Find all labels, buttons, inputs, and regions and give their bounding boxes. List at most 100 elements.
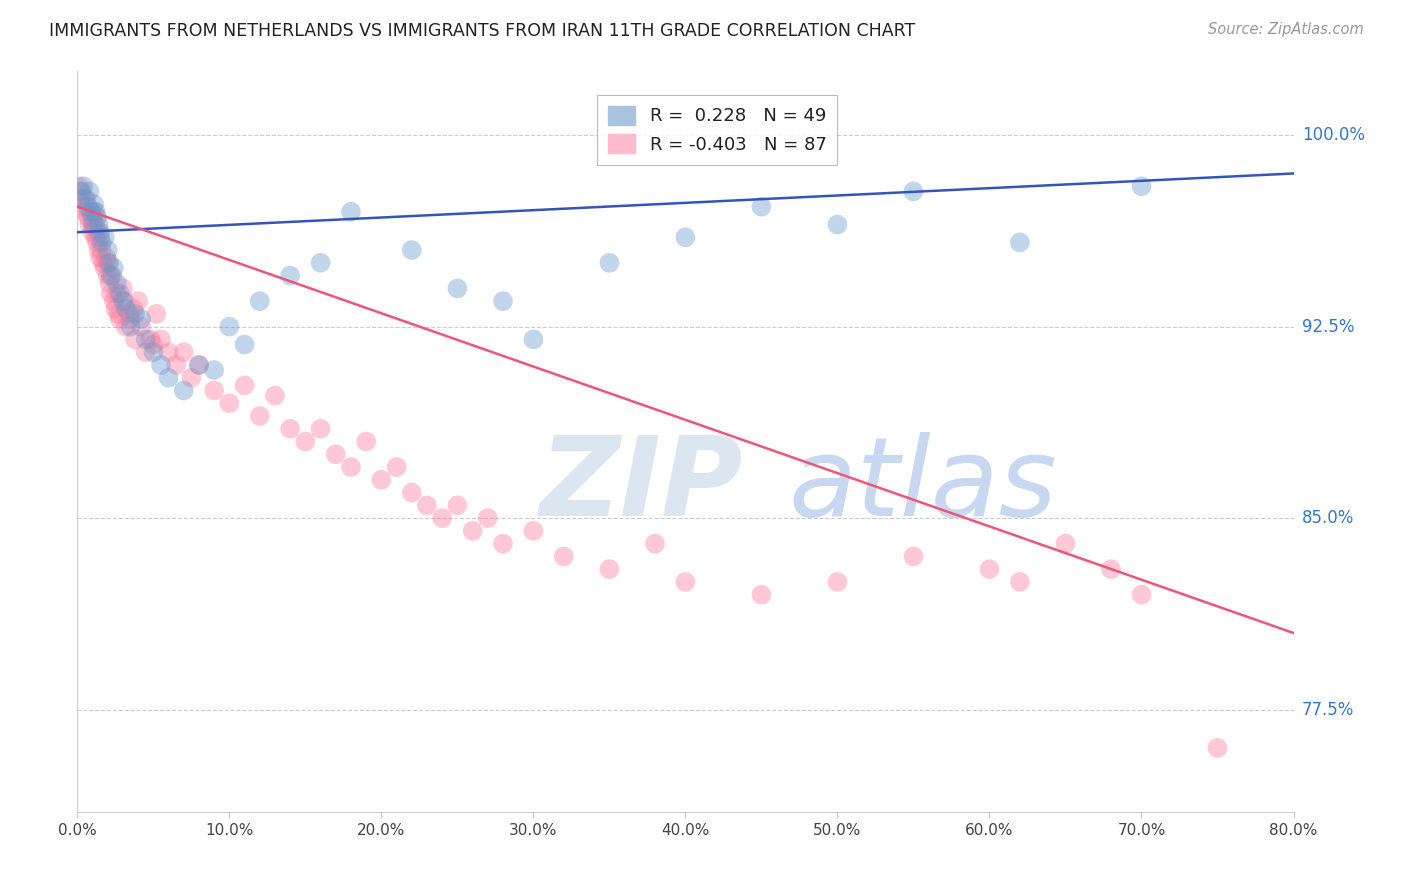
Point — [165, 358, 187, 372]
Point — [72, 200, 94, 214]
Point — [89, 225, 111, 239]
Point — [124, 333, 146, 347]
Text: 85.0%: 85.0% — [1302, 509, 1354, 527]
Point — [100, 268, 122, 283]
Point — [84, 218, 107, 232]
Point — [1054, 536, 1077, 550]
Point — [188, 358, 211, 372]
Point — [477, 511, 499, 525]
Point — [264, 388, 287, 402]
Point — [118, 307, 141, 321]
Point — [111, 281, 134, 295]
Point — [188, 358, 211, 372]
Point — [1008, 574, 1031, 589]
Point — [79, 218, 101, 232]
Point — [401, 485, 423, 500]
Point — [598, 562, 620, 576]
Point — [903, 185, 925, 199]
Point — [80, 204, 103, 219]
Point — [202, 363, 225, 377]
Point — [93, 260, 115, 275]
Text: atlas: atlas — [789, 433, 1057, 540]
Point — [105, 286, 128, 301]
Point — [115, 319, 138, 334]
Point — [827, 218, 849, 232]
Point — [83, 197, 105, 211]
Point — [75, 192, 97, 206]
Point — [522, 524, 544, 538]
Point — [73, 192, 96, 206]
Point — [675, 230, 697, 244]
Point — [87, 218, 110, 232]
Point — [69, 192, 91, 206]
Point — [90, 243, 112, 257]
Point — [340, 204, 363, 219]
Point — [87, 243, 110, 257]
Point — [354, 434, 377, 449]
Point — [598, 256, 620, 270]
Text: 92.5%: 92.5% — [1302, 318, 1354, 335]
Point — [72, 179, 94, 194]
Point — [979, 562, 1001, 576]
Point — [385, 460, 408, 475]
Text: ZIP: ZIP — [540, 433, 742, 540]
Point — [202, 384, 225, 398]
Point — [115, 301, 138, 316]
Text: IMMIGRANTS FROM NETHERLANDS VS IMMIGRANTS FROM IRAN 11TH GRADE CORRELATION CHART: IMMIGRANTS FROM NETHERLANDS VS IMMIGRANT… — [49, 22, 915, 40]
Point — [553, 549, 575, 564]
Point — [145, 307, 167, 321]
Point — [104, 301, 127, 316]
Point — [294, 434, 316, 449]
Point — [416, 499, 439, 513]
Point — [105, 277, 128, 291]
Point — [89, 251, 111, 265]
Point — [90, 235, 112, 250]
Point — [86, 235, 108, 250]
Point — [129, 312, 152, 326]
Point — [103, 260, 125, 275]
Point — [309, 422, 332, 436]
Point — [401, 243, 423, 257]
Point — [430, 511, 453, 525]
Point — [644, 536, 666, 550]
Point — [77, 200, 100, 214]
Point — [82, 218, 104, 232]
Point — [98, 277, 121, 291]
Point — [1206, 740, 1229, 755]
Point — [522, 333, 544, 347]
Point — [142, 337, 165, 351]
Point — [1099, 562, 1122, 576]
Point — [122, 301, 145, 316]
Point — [309, 256, 332, 270]
Point — [82, 225, 104, 239]
Point — [93, 230, 115, 244]
Point — [127, 294, 149, 309]
Point — [135, 345, 157, 359]
Point — [149, 333, 172, 347]
Point — [79, 185, 101, 199]
Point — [83, 218, 105, 232]
Point — [149, 358, 172, 372]
Point — [111, 294, 134, 309]
Point — [903, 549, 925, 564]
Point — [108, 312, 131, 326]
Point — [446, 281, 468, 295]
Point — [83, 204, 105, 219]
Text: 77.5%: 77.5% — [1302, 700, 1354, 719]
Point — [73, 204, 96, 219]
Point — [120, 312, 142, 326]
Point — [492, 536, 515, 550]
Point — [1130, 588, 1153, 602]
Point — [135, 333, 157, 347]
Text: 100.0%: 100.0% — [1302, 126, 1365, 145]
Point — [129, 319, 152, 334]
Legend: R =  0.228   N = 49, R = -0.403   N = 87: R = 0.228 N = 49, R = -0.403 N = 87 — [598, 95, 837, 165]
Point — [80, 204, 103, 219]
Point — [249, 409, 271, 423]
Point — [370, 473, 392, 487]
Point — [69, 185, 91, 199]
Point — [278, 268, 301, 283]
Point — [492, 294, 515, 309]
Point — [827, 574, 849, 589]
Point — [97, 243, 120, 257]
